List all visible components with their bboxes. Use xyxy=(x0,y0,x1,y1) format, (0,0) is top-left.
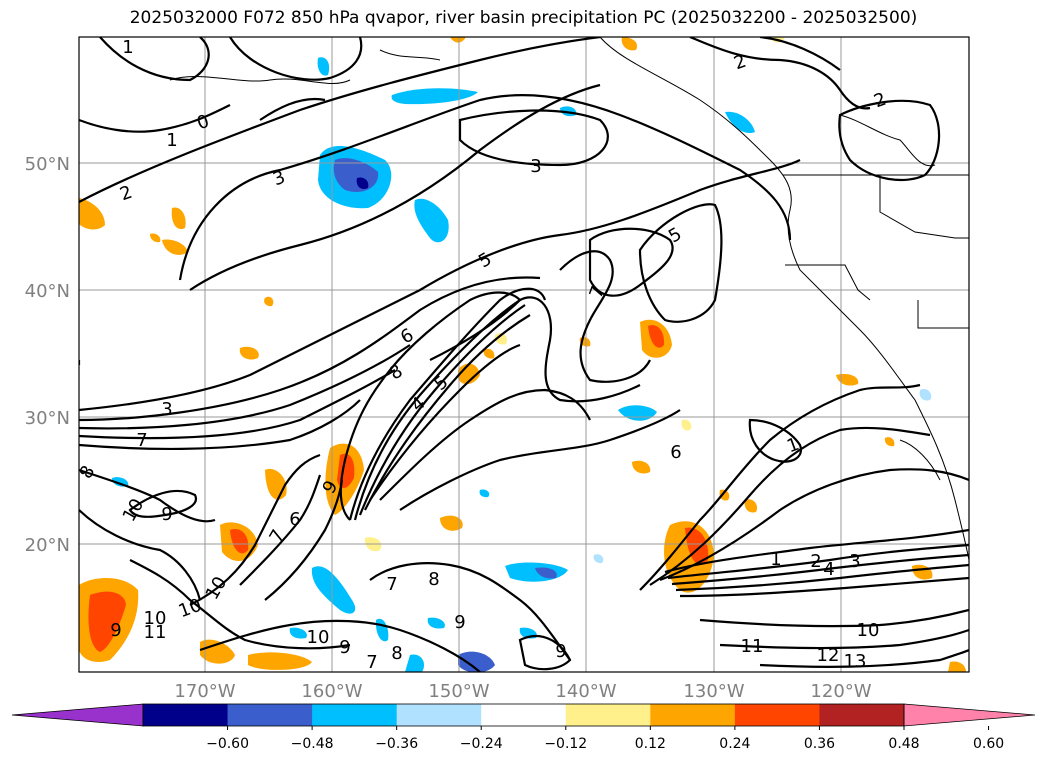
lon-label-160w: 160°W xyxy=(301,681,362,702)
lon-label-120w: 120°W xyxy=(810,681,871,702)
contour-label: 1 xyxy=(770,549,781,570)
map-title: 2025032000 F072 850 hPa qvapor, river ba… xyxy=(129,8,918,28)
contour-label: 3 xyxy=(530,156,541,177)
lat-label-50n: 50°N xyxy=(25,154,70,175)
contour-label: 5 xyxy=(475,248,495,272)
colorbar-segment xyxy=(565,704,651,726)
contour-label: 7 xyxy=(386,574,397,595)
colorbar xyxy=(11,703,1036,727)
contour-label: 11 xyxy=(144,622,167,643)
contour-label: 11 xyxy=(741,636,764,657)
colorbar-segment xyxy=(227,704,313,726)
colorbar-frame xyxy=(142,703,905,727)
colorbar-tick-label: 0.60 xyxy=(973,736,1004,752)
lat-label-30n: 30°N xyxy=(25,408,70,429)
colorbar-segment xyxy=(396,704,482,726)
contour-label: 2 xyxy=(731,51,749,75)
qvapor-contours xyxy=(79,37,969,672)
contour-label: 5 xyxy=(665,223,685,247)
graticule xyxy=(79,37,969,672)
contour-label: 8 xyxy=(428,569,439,590)
colorbar-tick-label: −0.48 xyxy=(291,736,334,752)
contour-label: 7 xyxy=(265,526,289,546)
map-frame xyxy=(78,36,970,673)
colorbar-tick-label: −0.12 xyxy=(544,736,587,752)
contour-label: 3 xyxy=(849,551,860,572)
contour-label: 10 xyxy=(307,627,330,648)
colorbar-extend-high xyxy=(903,703,1036,727)
lat-label-40n: 40°N xyxy=(25,281,70,302)
colorbar-tick-label: −0.60 xyxy=(206,736,249,752)
contour-label: 4 xyxy=(823,559,834,580)
colorbar-tick-label: 0.12 xyxy=(635,736,666,752)
colorbar-segment xyxy=(481,704,567,726)
contour-label: 2 xyxy=(117,182,135,206)
colorbar-ticks: −0.60 −0.48 −0.36 −0.24 −0.12 0.12 0.24 0.36 0.4… xyxy=(206,726,1004,752)
contour-label: 2 xyxy=(871,89,889,113)
contour-label: 1 xyxy=(122,37,133,58)
contour-label: 10 xyxy=(144,608,167,629)
contour-label: 1 xyxy=(166,130,177,151)
contour-label: 13 xyxy=(844,651,867,672)
contour-label: 9 xyxy=(161,504,172,525)
colorbar-tick-label: 0.24 xyxy=(719,736,750,752)
contour-label: 10 xyxy=(202,573,232,603)
contour-label: 7 xyxy=(586,283,610,301)
contour-label: 7 xyxy=(366,652,377,673)
precip-shading xyxy=(79,37,966,672)
lon-label-130w: 130°W xyxy=(683,681,744,702)
contour-label: 2 xyxy=(810,551,821,572)
contour-label: 8 xyxy=(386,360,406,384)
colorbar-tick-label: 0.48 xyxy=(888,736,919,752)
contour-label: 9 xyxy=(454,612,465,633)
colorbar-tick-label: −0.24 xyxy=(460,736,503,752)
contour-label: 9 xyxy=(555,641,566,662)
lon-label-140w: 140°W xyxy=(555,681,616,702)
contour-label: 3 xyxy=(161,399,172,420)
contour-label: 9 xyxy=(110,620,121,641)
lon-label-170w: 170°W xyxy=(174,681,235,702)
colorbar-segment xyxy=(650,704,736,726)
longitude-labels: 170°W 160°W 150°W 140°W 130°W 120°W xyxy=(174,681,871,702)
contour-label: 9 xyxy=(339,637,350,658)
lat-label-20n: 20°N xyxy=(25,535,70,556)
contour-label: 7 xyxy=(136,430,147,451)
contour-label: 12 xyxy=(817,645,840,666)
contour-label: 10 xyxy=(119,495,149,525)
colorbar-segment xyxy=(143,704,229,726)
contour-label: 3 xyxy=(270,167,288,191)
colorbar-tick-label: −0.36 xyxy=(375,736,418,752)
contour-label: 10 xyxy=(857,620,880,641)
contour-label: 6 xyxy=(289,509,300,530)
colorbar-tick-label: 0.36 xyxy=(804,736,835,752)
colorbar-extend-low xyxy=(11,703,144,727)
contour-label: 6 xyxy=(670,442,681,463)
colorbar-segment xyxy=(734,704,820,726)
contour-label: 8 xyxy=(391,643,402,664)
colorbar-segment xyxy=(312,704,398,726)
colorbar-segment xyxy=(819,704,905,726)
lon-label-150w: 150°W xyxy=(428,681,489,702)
latitude-labels: 50°N 40°N 30°N 20°N xyxy=(25,154,70,556)
